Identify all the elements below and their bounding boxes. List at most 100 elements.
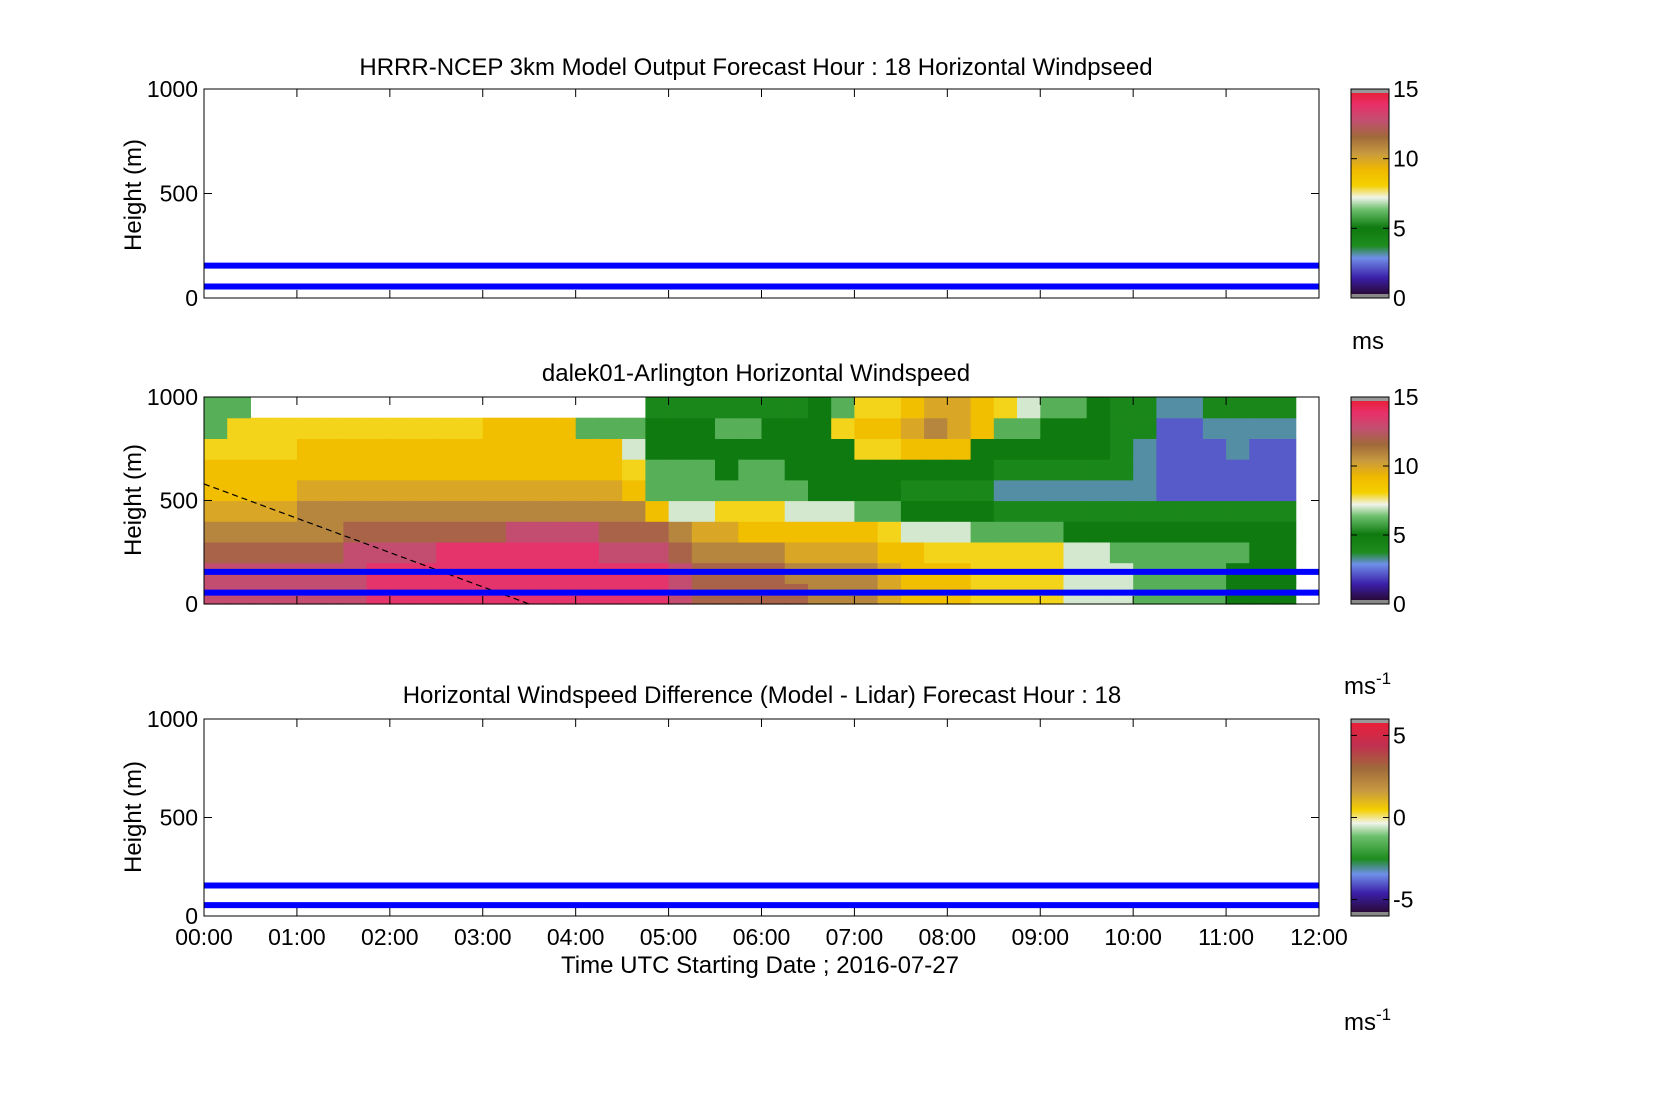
heatmap-cell (1179, 397, 1204, 419)
heatmap-cell (924, 397, 948, 419)
colorbar-tick-label: 10 (1393, 146, 1419, 172)
heatmap-cell (691, 500, 716, 522)
heatmap-cell (227, 459, 251, 481)
heatmap-cell (715, 521, 739, 543)
heatmap-cell (715, 397, 739, 419)
heatmap-cell (320, 479, 344, 502)
heatmap-cell (993, 521, 1018, 543)
heatmap-cell (947, 459, 972, 481)
heatmap-cell (970, 479, 995, 502)
heatmap-cell (1086, 521, 1111, 543)
heatmap-cell (552, 521, 577, 543)
heatmap-cell (1202, 479, 1227, 502)
heatmap-cell (1179, 417, 1204, 439)
heatmap-cell (1179, 438, 1204, 460)
heatmap-cell (506, 479, 530, 502)
heatmap-cell (622, 541, 646, 564)
heatmap-cell (668, 541, 693, 564)
x-tick-label: 00:00 (175, 924, 233, 950)
heatmap-cell (296, 479, 321, 502)
heatmap-cell (320, 417, 344, 439)
heatmap-cell (924, 479, 948, 502)
heatmap-cell (831, 479, 855, 502)
heatmap-cell (1272, 438, 1297, 460)
heatmap-cell (854, 438, 879, 460)
colorbar-frame (1350, 396, 1390, 605)
heatmap-cell (715, 541, 739, 564)
heatmap-cell (1226, 521, 1250, 543)
heatmap-cell (738, 438, 763, 460)
heatmap-cell (970, 521, 995, 543)
heatmap-cell (552, 459, 577, 481)
colorbar-tick-label: 5 (1393, 522, 1406, 548)
heatmap-cell (831, 500, 855, 522)
heatmap-cell (250, 500, 275, 522)
y-tick-label: 0 (185, 591, 198, 617)
heatmap-cell (900, 417, 925, 439)
heatmap-cell (924, 417, 948, 439)
heatmap-cell (366, 541, 391, 564)
heatmap-cell (296, 459, 321, 481)
heatmap-cell (1040, 417, 1065, 439)
heatmap-cell (1272, 459, 1297, 481)
heatmap-cell (993, 438, 1018, 460)
heatmap-cell (459, 417, 484, 439)
heatmap-cell (854, 541, 879, 564)
heatmap-cell (204, 521, 228, 543)
heatmap-cell (204, 397, 228, 419)
heatmap-cell (389, 521, 414, 543)
heatmap-cell (645, 417, 670, 439)
panel-model-plot: 0 500 1000 (147, 76, 1320, 311)
heatmap-cell (343, 417, 368, 439)
heatmap-cell (947, 417, 972, 439)
heatmap-cell (947, 397, 972, 419)
x-tick-label: 01:00 (268, 924, 326, 950)
heatmap-cell (993, 459, 1018, 481)
heatmap-cell (296, 500, 321, 522)
heatmap-cell (668, 397, 693, 419)
heatmap-cell (1133, 397, 1157, 419)
heatmap-cell (1086, 438, 1111, 460)
heatmap-cell (273, 500, 298, 522)
colorbar-model: 0 5 10 15 ms (1350, 76, 1419, 355)
x-tick-label: 05:00 (640, 924, 698, 950)
x-tick-label: 09:00 (1011, 924, 1069, 950)
heatmap-cell (808, 541, 832, 564)
heatmap-cell (854, 397, 879, 419)
heatmap-cell (947, 541, 972, 564)
heatmap-cell (1156, 397, 1181, 419)
heatmap-cell (715, 417, 739, 439)
heatmap-cell (924, 459, 948, 481)
heatmap-cell (1017, 500, 1041, 522)
heatmap-cell (366, 417, 391, 439)
heatmap-cell (1017, 438, 1041, 460)
heatmap-cell (320, 459, 344, 481)
heatmap-cell (575, 500, 600, 522)
heatmap-cell (1063, 541, 1088, 564)
heatmap-cell (482, 541, 507, 564)
heatmap-cell (970, 541, 995, 564)
heatmap-cell (784, 521, 809, 543)
heatmap-cell (668, 438, 693, 460)
heatmap-cell (691, 479, 716, 502)
heatmap-cell (1040, 521, 1065, 543)
heatmap-cell (1133, 459, 1157, 481)
heatmap-cell (250, 541, 275, 564)
colorbar-tick-label: 5 (1393, 722, 1406, 748)
heatmap-cell (900, 438, 925, 460)
heatmap-cell (645, 438, 670, 460)
x-axis-label: Time UTC Starting Date ; 2016-07-27 (561, 952, 959, 979)
heatmap-cell (854, 479, 879, 502)
panel-lidar-plot: 0 500 1000 (147, 384, 1320, 617)
heatmap-cell (250, 479, 275, 502)
heatmap-cell (436, 438, 461, 460)
heatmap-cell (1063, 438, 1088, 460)
heatmap-cell (506, 438, 530, 460)
heatmap-cell (1109, 479, 1134, 502)
heatmap-cell (273, 541, 298, 564)
colorbar-tick-label: 0 (1393, 285, 1406, 311)
heatmap-cell (1133, 438, 1157, 460)
heatmap-cell (389, 438, 414, 460)
heatmap-cell (877, 541, 902, 564)
heatmap-cell (436, 417, 461, 439)
